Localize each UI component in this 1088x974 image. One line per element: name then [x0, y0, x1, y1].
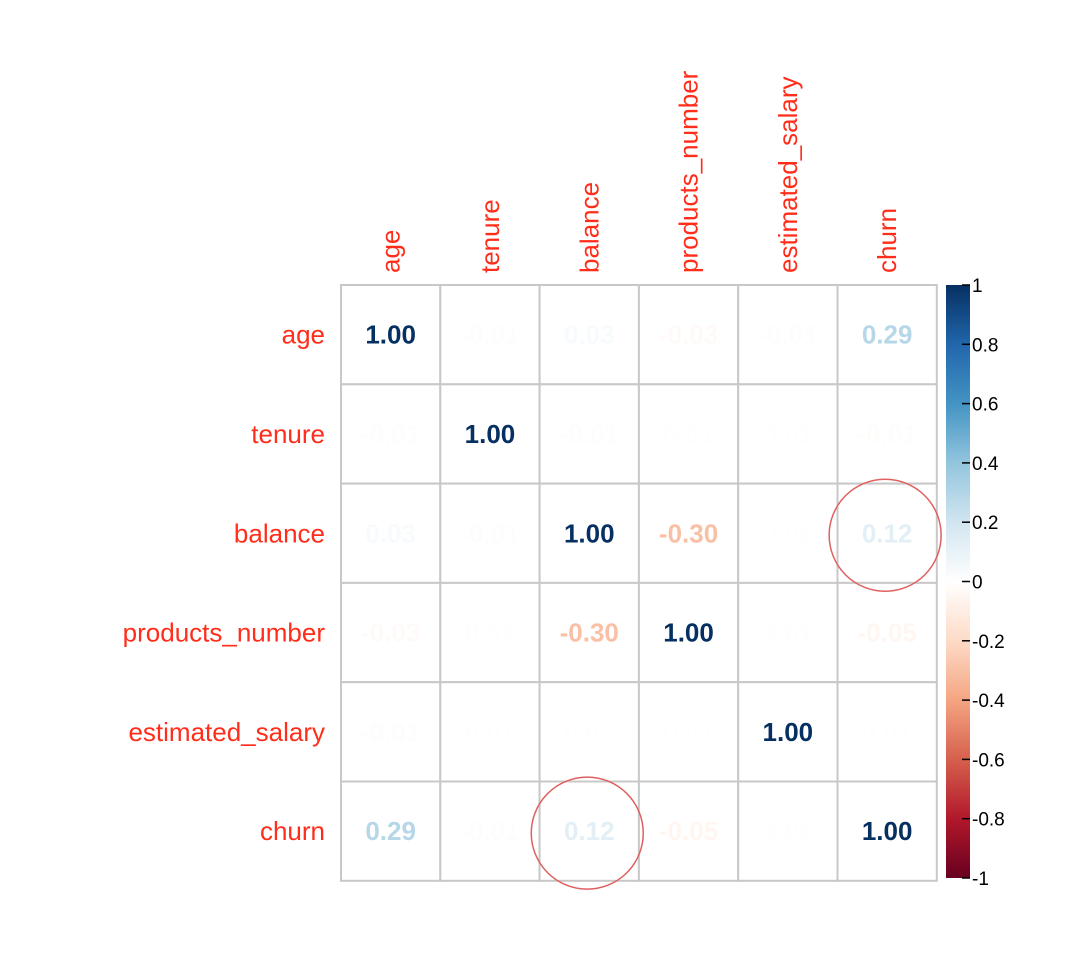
row-label: tenure [251, 419, 325, 449]
cell-value: -0.01 [460, 320, 519, 350]
cell-value: -0.01 [460, 518, 519, 548]
column-label: age [376, 230, 406, 273]
column-labels: age tenure balance products_number estimated… [376, 70, 903, 273]
cell-value: 0.01 [663, 717, 714, 747]
cell-value: -0.30 [659, 518, 718, 548]
colorbar-tick-label: 0.4 [972, 454, 999, 475]
cell-value: 1.00 [564, 518, 615, 548]
cell-value: 0.03 [564, 320, 615, 350]
cell-value: -0.01 [361, 717, 420, 747]
cell-value: 1.00 [663, 618, 714, 648]
heatmap-cell [538, 284, 640, 386]
colorbar-tick-label: -0.6 [972, 750, 1005, 771]
cell-value: -0.05 [659, 816, 718, 846]
cell-value: -0.03 [361, 618, 420, 648]
heatmap-cell [637, 581, 740, 684]
colorbar: 1 0.8 0.6 0.4 0.2 0 -0.2 -0.4 -0.6 -0.8 -1 [946, 276, 1005, 890]
cell-value: 0.01 [465, 618, 516, 648]
colorbar-tick-label: 1 [972, 276, 983, 297]
heatmap-cell [340, 284, 442, 386]
cell-value: 0.01 [763, 816, 814, 846]
cell-value: 0.01 [465, 717, 516, 747]
cell-value: -0.01 [560, 419, 619, 449]
cell-value: 0.03 [365, 518, 416, 548]
heatmap-cell [836, 383, 938, 485]
heatmap-cell [836, 681, 938, 783]
heatmap-cell [737, 482, 839, 584]
row-label: age [282, 320, 325, 350]
cell-value: 0.12 [564, 816, 615, 846]
heatmap-cell [737, 581, 839, 684]
heatmap-cell [637, 482, 740, 584]
cell-value: -0.01 [361, 419, 420, 449]
cell-value: 0.01 [862, 717, 913, 747]
column-label: churn [872, 208, 902, 273]
row-label: products_number [123, 618, 326, 648]
cell-value: 0.01 [763, 419, 814, 449]
cell-value: -0.05 [858, 618, 917, 648]
cell-value: 0.12 [862, 518, 913, 548]
colorbar-tick-label: 0.8 [972, 335, 998, 356]
row-label: balance [234, 518, 325, 548]
annotation-circle [530, 776, 644, 890]
cell-value: -0.03 [659, 320, 718, 350]
row-label: churn [260, 816, 325, 846]
column-label: tenure [475, 199, 505, 273]
cell-value: -0.01 [858, 419, 917, 449]
column-label: estimated_salary [773, 76, 803, 273]
heatmap-cell [340, 581, 442, 684]
colorbar-tick-label: 0.6 [972, 395, 998, 416]
row-labels: age tenure balance products_number estimated… [123, 320, 326, 847]
heatmap-cell [637, 383, 740, 485]
cell-value: -0.01 [460, 816, 519, 846]
colorbar-tick-label: -0.4 [972, 691, 1005, 712]
annotation-circle [828, 478, 942, 592]
cell-value: 1.00 [465, 419, 516, 449]
heatmap-cell [439, 482, 541, 584]
heatmap-cell [538, 681, 640, 783]
colorbar-tick-label: -0.8 [972, 810, 1005, 831]
heatmap-cell [340, 780, 442, 882]
cell-value: 0.01 [763, 518, 814, 548]
cell-value: 1.00 [862, 816, 913, 846]
heatmap-cell [836, 284, 938, 386]
colorbar-tick-label: -1 [972, 869, 989, 890]
heatmap-cell [538, 581, 640, 684]
heatmap-cell [836, 581, 938, 684]
cell-value: 1.00 [365, 320, 416, 350]
row-label: estimated_salary [128, 717, 325, 747]
heatmap-cell [439, 284, 541, 386]
heatmap-cell [637, 780, 740, 882]
annotations [530, 478, 942, 890]
cell-value: 0.29 [862, 320, 913, 350]
cell-value: 1.00 [763, 717, 814, 747]
heatmap-cell [737, 681, 839, 783]
heatmap-cell [836, 780, 938, 882]
heatmap-cell [439, 383, 541, 485]
cell-value: -0.01 [758, 320, 817, 350]
heatmap-cell [836, 482, 938, 584]
cell-value: -0.30 [560, 618, 619, 648]
cell-value: 0.01 [763, 618, 814, 648]
cell-value: 0.29 [365, 816, 416, 846]
heatmap-cell [737, 780, 839, 882]
colorbar-tick-label: -0.2 [972, 632, 1005, 653]
cell-value: 0.01 [663, 419, 714, 449]
heatmap-cells: 1.00 -0.01 0.03 -0.03 -0.01 0.29 -0.01 1.00 -0.0… [340, 284, 938, 882]
heatmap-cell [439, 581, 541, 684]
colorbar-tick-label: 0.2 [972, 513, 998, 534]
column-label: balance [574, 182, 604, 273]
colorbar-tick-label: 0 [972, 573, 983, 594]
column-label: products_number [674, 70, 704, 273]
heatmap-cell [637, 681, 740, 783]
cell-value: 0.01 [564, 717, 615, 747]
